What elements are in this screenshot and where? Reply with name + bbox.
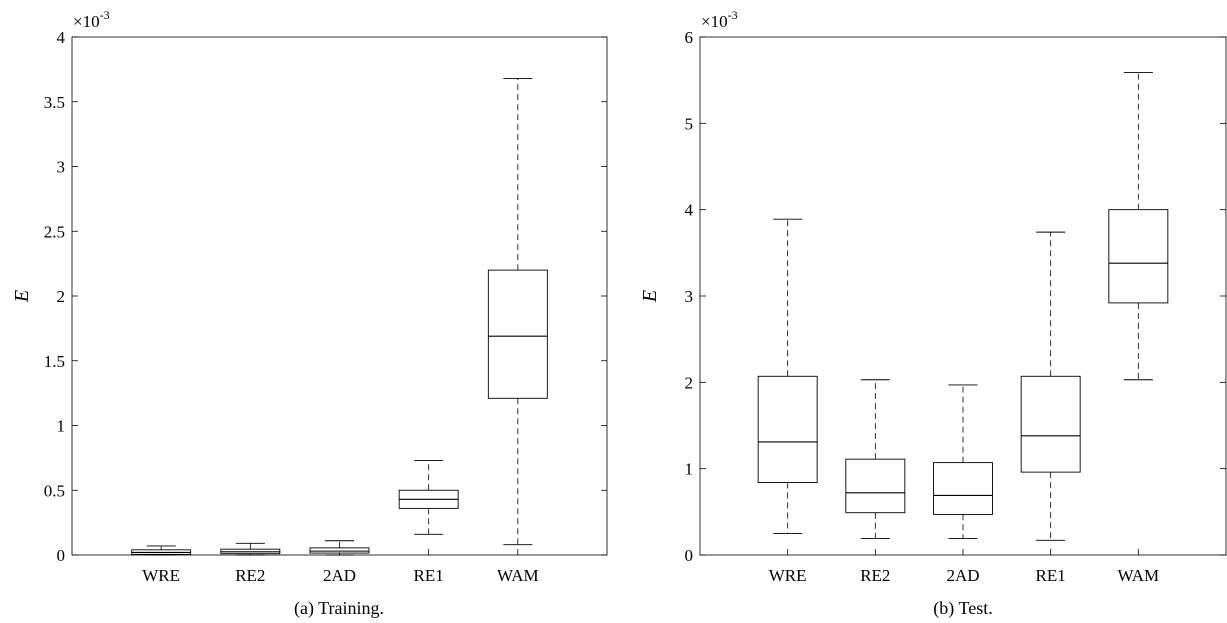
panel-test: 0 1 2 3 4 5 6 ×10-3 E WRE RE2 2AD RE1 WAM (b) Test. — [639, 8, 1227, 619]
x-category-label: 2AD — [946, 566, 979, 585]
x-category-label: RE2 — [860, 566, 890, 585]
panel-caption: (a) Training. — [294, 598, 384, 619]
y-tick-label: 5 — [685, 114, 694, 133]
y-tick-label: 4 — [57, 28, 66, 47]
box-wre — [131, 545, 192, 556]
x-category-label: 2AD — [323, 566, 356, 585]
x-category-label: RE1 — [414, 566, 444, 585]
y-multiplier: ×10-3 — [701, 8, 738, 31]
y-tick-label: 2 — [685, 373, 694, 392]
box-wre — [757, 218, 818, 534]
box-re1 — [1020, 231, 1081, 541]
y-tick-label: 0.5 — [44, 481, 65, 500]
box-re2 — [220, 542, 281, 556]
iqr-box — [1020, 375, 1081, 473]
y-tick-label: 3 — [57, 158, 66, 177]
iqr-box — [933, 462, 993, 515]
box-re2 — [845, 379, 906, 540]
y-tick-label: 0 — [685, 546, 694, 565]
y-multiplier: ×10-3 — [73, 8, 110, 31]
y-tick-label: 3 — [685, 287, 694, 306]
box-wam — [487, 77, 548, 546]
y-tick-label: 1 — [57, 417, 66, 436]
x-category-label: RE2 — [235, 566, 265, 585]
box-2ad — [933, 384, 993, 540]
iqr-box — [757, 375, 818, 483]
box-wam — [1108, 71, 1169, 381]
x-category-label: WRE — [142, 566, 180, 585]
x-category-label: WRE — [769, 566, 807, 585]
panel-caption: (b) Test. — [933, 598, 992, 619]
panel-training: 0 0.5 1 1.5 2 2.5 3 3.5 4 ×10-3 E WRE RE2 2AD RE1 WAM (a… — [11, 8, 608, 619]
y-tick-label: 1.5 — [44, 352, 65, 371]
y-axis-label: E — [639, 290, 661, 303]
y-tick-label: 6 — [685, 28, 694, 47]
y-tick-label: 0 — [57, 546, 66, 565]
x-category-label: WAM — [1118, 566, 1160, 585]
iqr-box — [845, 458, 906, 514]
box-2ad — [309, 540, 370, 556]
y-tick-label: 4 — [685, 201, 694, 220]
y-tick-label: 1 — [685, 460, 694, 479]
y-tick-label: 2.5 — [44, 222, 65, 241]
y-tick-label: 2 — [57, 287, 66, 306]
iqr-box — [309, 547, 370, 554]
x-category-label: RE1 — [1036, 566, 1066, 585]
y-tick-label: 3.5 — [44, 93, 65, 112]
x-category-label: WAM — [497, 566, 539, 585]
box-re1 — [398, 460, 459, 535]
y-axis-label: E — [11, 290, 33, 303]
iqr-box — [1108, 209, 1169, 304]
iqr-box — [487, 269, 548, 399]
